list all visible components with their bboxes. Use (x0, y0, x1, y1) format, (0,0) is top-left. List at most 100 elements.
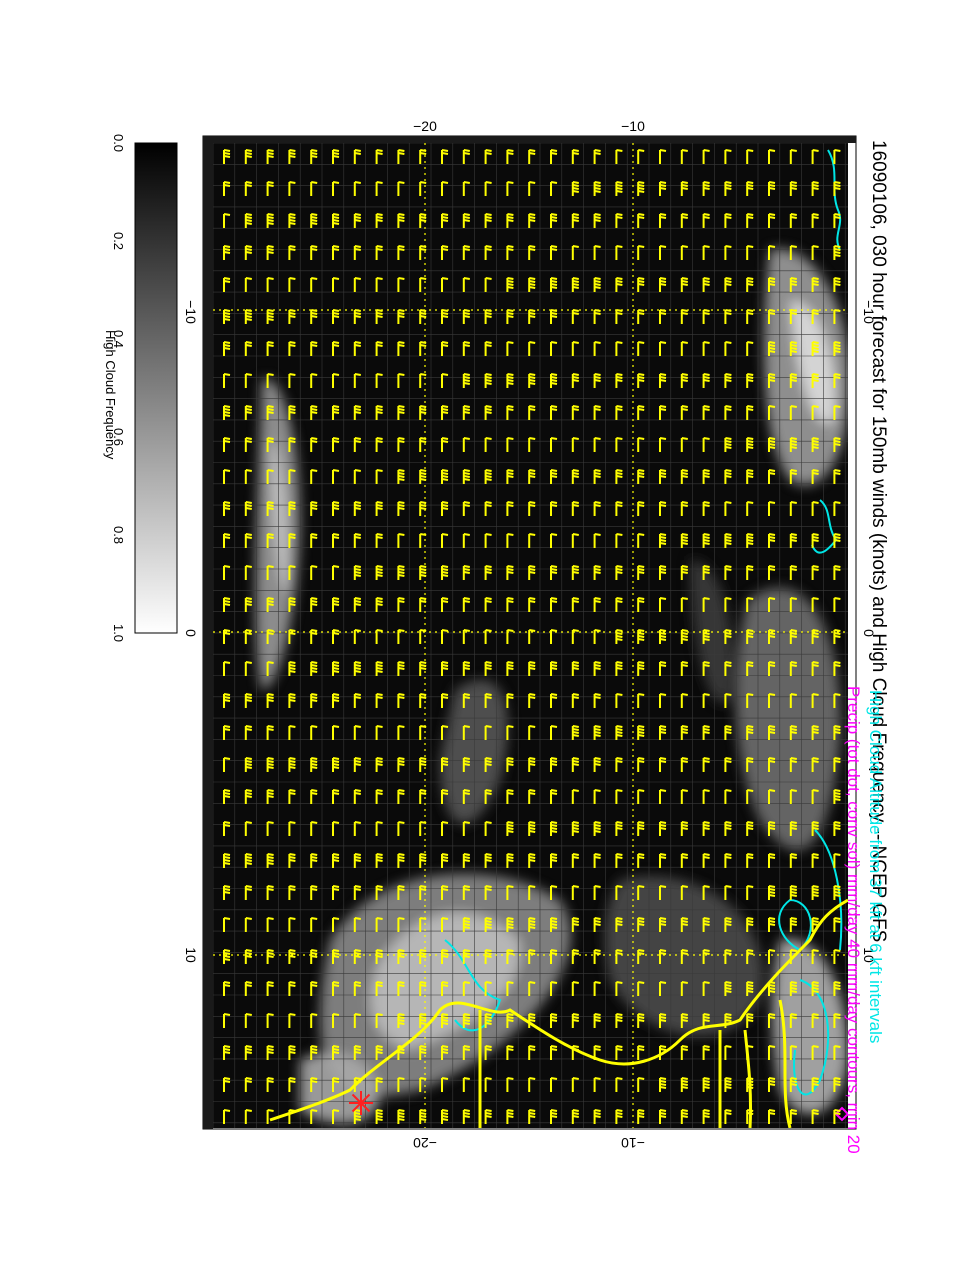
wind-barb (332, 1045, 340, 1060)
wind-barb (332, 533, 340, 548)
wind-barb (223, 1109, 231, 1124)
wind-barb (375, 149, 383, 164)
wind-barb (266, 981, 274, 996)
wind-barb (680, 789, 688, 804)
wind-barb (484, 373, 492, 388)
wind-barb (528, 949, 536, 964)
wind-barb (332, 405, 340, 420)
wind-barb (528, 405, 536, 420)
wind-barb (789, 693, 797, 708)
axis-label-right: 0 (861, 629, 877, 637)
wind-barb (789, 853, 797, 868)
wind-barb (550, 1045, 558, 1060)
wind-barb (768, 181, 776, 196)
wind-barb (637, 853, 645, 868)
wind-barb (310, 373, 318, 388)
wind-barb (353, 661, 361, 676)
wind-barb (550, 181, 558, 196)
axis-label-top: −20 (413, 118, 437, 134)
wind-barb (833, 501, 841, 516)
wind-barb (462, 245, 470, 260)
wind-barb (441, 885, 449, 900)
map-top-strip (203, 136, 856, 143)
wind-barb (397, 309, 405, 324)
wind-barb (789, 981, 797, 996)
wind-barb (789, 469, 797, 484)
wind-barb (571, 1045, 579, 1060)
wind-barb (550, 661, 558, 676)
wind-barb (506, 501, 514, 516)
wind-barb (288, 469, 296, 484)
wind-barb (375, 1109, 383, 1124)
wind-barb (659, 1045, 667, 1060)
wind-barb (702, 949, 710, 964)
wind-barb (615, 565, 623, 580)
wind-barb (332, 981, 340, 996)
wind-barb (811, 1077, 819, 1092)
wind-barb (332, 341, 340, 356)
wind-barb (811, 597, 819, 612)
wind-barb (768, 1109, 776, 1124)
wind-barb (223, 597, 231, 612)
wind-barb (615, 245, 623, 260)
wind-barb (833, 1077, 841, 1092)
wind-barb (550, 821, 558, 836)
wind-barb (244, 981, 252, 996)
wind-barb (353, 341, 361, 356)
wind-barb (768, 309, 776, 324)
wind-barb (702, 885, 710, 900)
wind-barb (637, 725, 645, 740)
wind-barb (789, 213, 797, 228)
wind-barb (637, 309, 645, 324)
wind-barb (375, 437, 383, 452)
wind-barb (462, 949, 470, 964)
wind-barb (768, 501, 776, 516)
wind-barb (724, 1077, 732, 1092)
wind-barb (702, 1109, 710, 1124)
wind-barb (615, 661, 623, 676)
wind-barb (441, 949, 449, 964)
wind-barb (506, 437, 514, 452)
wind-barb (484, 1013, 492, 1028)
wind-barb (266, 181, 274, 196)
wind-barb (724, 757, 732, 772)
wind-barb (746, 501, 754, 516)
wind-barb (310, 1045, 318, 1060)
wind-barb (702, 597, 710, 612)
wind-barb (811, 789, 819, 804)
wind-barb (724, 373, 732, 388)
wind-barb (637, 981, 645, 996)
wind-barb (659, 981, 667, 996)
wind-barb (332, 597, 340, 612)
wind-barb (223, 405, 231, 420)
wind-barb (833, 693, 841, 708)
wind-barb (811, 1109, 819, 1124)
wind-barb (397, 469, 405, 484)
wind-barb (702, 309, 710, 324)
wind-barb (353, 789, 361, 804)
wind-barb (724, 885, 732, 900)
wind-barb (506, 757, 514, 772)
wind-barb (353, 949, 361, 964)
wind-barb (637, 469, 645, 484)
wind-barb (593, 469, 601, 484)
wind-barb (244, 629, 252, 644)
wind-barb (811, 565, 819, 580)
wind-barb (724, 309, 732, 324)
wind-barb (310, 597, 318, 612)
wind-barb (528, 885, 536, 900)
wind-barb (375, 533, 383, 548)
wind-barb (462, 885, 470, 900)
wind-barb (484, 1077, 492, 1092)
wind-barb (528, 1045, 536, 1060)
wind-barb (441, 661, 449, 676)
wind-barb (724, 661, 732, 676)
wind-barb (593, 981, 601, 996)
wind-barb (811, 1045, 819, 1060)
wind-barb (353, 693, 361, 708)
wind-barb (462, 309, 470, 324)
wind-barb (768, 789, 776, 804)
wind-barb (506, 1077, 514, 1092)
wind-barb (506, 341, 514, 356)
